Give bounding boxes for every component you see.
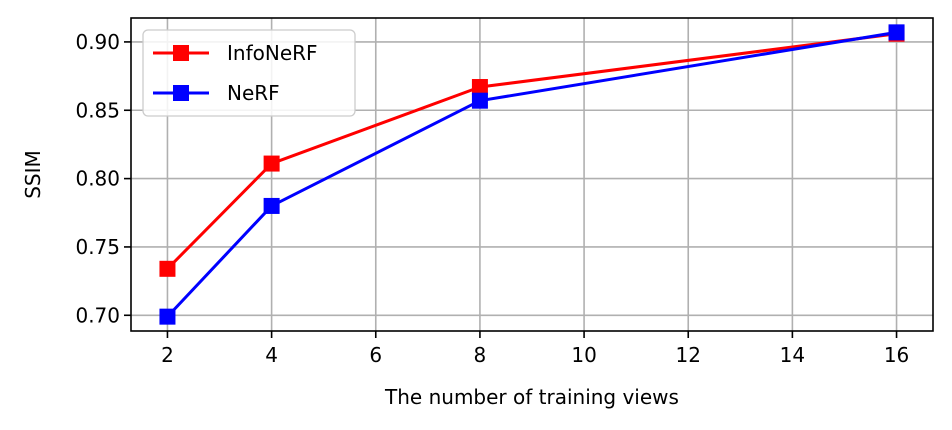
x-tick-label: 10 (571, 343, 596, 367)
series-line-nerf (166, 30, 897, 318)
y-axis-label: SSIM (21, 150, 45, 199)
data-point-infonerf (263, 155, 280, 172)
data-point-infonerf (471, 79, 488, 96)
data-point-nerf (471, 92, 488, 109)
y-tick-label: 0.85 (75, 98, 120, 122)
y-axis-ticks: 0.70 0.75 0.80 0.85 0.90 (75, 30, 131, 327)
legend-label: InfoNeRF (227, 41, 318, 65)
y-tick-label: 0.80 (75, 167, 120, 191)
legend: InfoNeRF NeRF (142, 29, 356, 117)
plot-frame (130, 17, 934, 332)
legend-label: NeRF (227, 81, 280, 105)
x-tick-label: 4 (265, 343, 278, 367)
data-point-nerf (263, 197, 280, 214)
y-tick-label: 0.90 (75, 30, 120, 54)
data-point-infonerf (159, 260, 176, 277)
y-tick-label: 0.70 (75, 303, 120, 327)
x-tick-label: 12 (676, 343, 701, 367)
x-tick-label: 14 (780, 343, 805, 367)
x-axis-ticks: 2 4 6 8 10 12 14 16 (161, 331, 909, 367)
x-tick-label: 16 (884, 343, 909, 367)
y-tick-label: 0.75 (75, 235, 120, 259)
series-line-infonerf (166, 32, 897, 270)
data-point-nerf (159, 308, 176, 325)
series-layer (159, 24, 905, 325)
data-point-nerf (888, 24, 905, 41)
x-axis-label: The number of training views (384, 385, 679, 409)
x-tick-label: 6 (369, 343, 382, 367)
x-tick-label: 2 (161, 343, 174, 367)
x-tick-label: 8 (474, 343, 487, 367)
legend-marker (173, 85, 189, 101)
legend-marker (173, 45, 189, 61)
